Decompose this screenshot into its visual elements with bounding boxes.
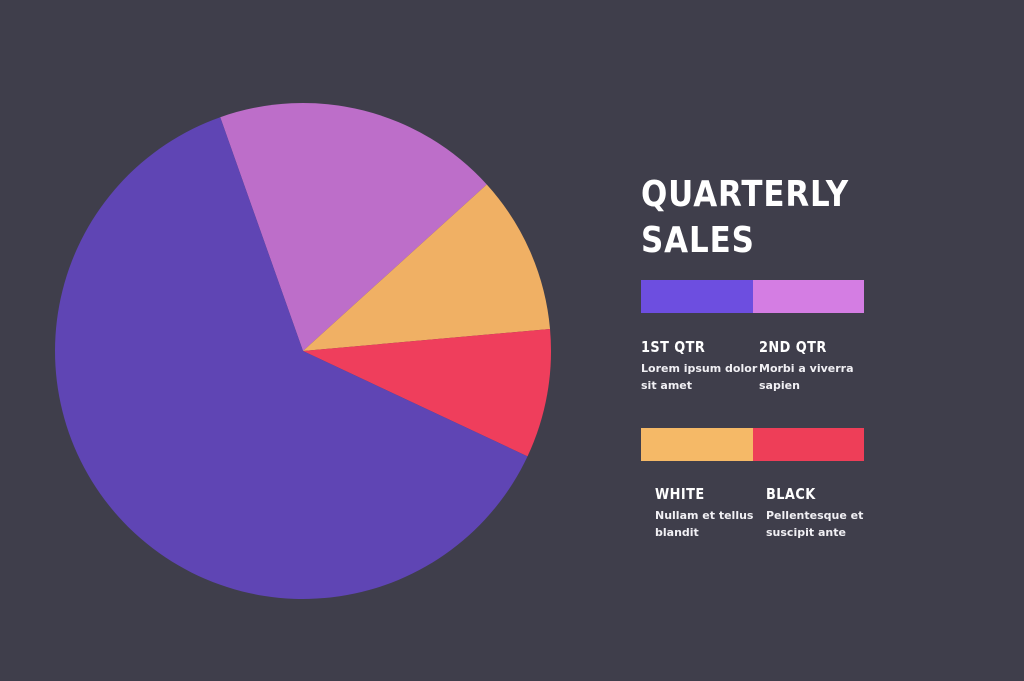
pie-slice-1st-qtr [55, 117, 528, 599]
legend-description-white: Nullam et tellus blandit [655, 509, 754, 539]
chart-title: QUARTERLY SALES [641, 172, 849, 264]
pie-slice-white [303, 184, 551, 351]
chart-title-line-2: SALES [641, 220, 755, 261]
legend-color-bar-top [641, 280, 864, 313]
legend-description-black: Pellentesque et suscipit ante [766, 509, 864, 539]
legend-item-white: WHITE Nullam et tellus blandit [655, 484, 773, 541]
legend-item-2nd-qtr: 2ND QTR Morbi a viverra sapien [759, 337, 877, 394]
legend-label-white: WHITE [655, 485, 705, 503]
legend-item-1st-qtr: 1ST QTR Lorem ipsum dolor sit amet [641, 337, 759, 394]
legend-label-black: BLACK [766, 485, 816, 503]
legend-swatch-2nd-qtr [752, 280, 864, 313]
legend-swatch-white [641, 428, 753, 461]
legend-label-1st-qtr: 1ST QTR [641, 338, 706, 356]
legend-description-2nd-qtr: Morbi a viverra sapien [759, 362, 854, 392]
legend-color-bar-bottom [641, 428, 864, 461]
pie-slice-black [303, 328, 552, 457]
legend-swatch-black [752, 428, 864, 461]
chart-title-line-1: QUARTERLY [641, 174, 850, 215]
legend-swatch-1st-qtr [641, 280, 753, 313]
pie-slice-2nd-qtr [220, 102, 487, 352]
legend-label-2nd-qtr: 2ND QTR [759, 338, 827, 356]
legend-description-1st-qtr: Lorem ipsum dolor sit amet [641, 362, 758, 392]
legend-item-black: BLACK Pellentesque et suscipit ante [766, 484, 884, 541]
